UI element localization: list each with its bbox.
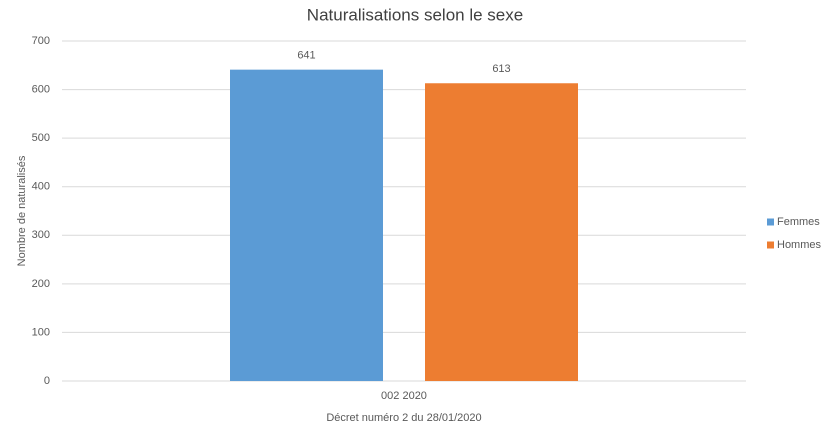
y-tick-label: 700 (32, 35, 50, 47)
y-tick-label: 400 (32, 181, 50, 193)
data-label: 641 (297, 50, 315, 62)
y-tick-label: 0 (44, 375, 50, 387)
legend-swatch (767, 218, 774, 226)
y-tick-label: 200 (32, 278, 50, 290)
legend-swatch (767, 241, 774, 249)
y-tick-label: 100 (32, 326, 50, 338)
bar (230, 69, 383, 382)
legend-label: Hommes (777, 239, 822, 251)
y-axis-label: Nombre de naturalisés (16, 155, 28, 266)
y-tick-label: 600 (32, 83, 50, 95)
legend-label: Femmes (777, 216, 820, 228)
data-label: 613 (492, 63, 510, 75)
chart-title: Naturalisations selon le sexe (307, 5, 523, 24)
bar (425, 83, 578, 381)
y-tick-label: 300 (32, 229, 50, 241)
x-tick-label: 002 2020 (381, 390, 427, 402)
y-tick-label: 500 (32, 132, 50, 144)
x-axis-label: Décret numéro 2 du 28/01/2020 (326, 412, 481, 424)
